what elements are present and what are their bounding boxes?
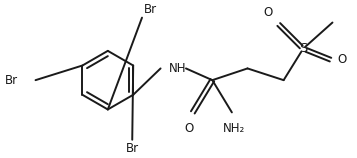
- Text: O: O: [337, 53, 347, 66]
- Text: NH₂: NH₂: [223, 122, 245, 135]
- Text: Br: Br: [5, 74, 18, 87]
- Text: O: O: [184, 122, 193, 135]
- Text: NH: NH: [169, 62, 186, 75]
- Text: O: O: [263, 6, 273, 19]
- Text: Br: Br: [126, 142, 139, 155]
- Text: Br: Br: [144, 3, 157, 16]
- Text: S: S: [299, 42, 307, 55]
